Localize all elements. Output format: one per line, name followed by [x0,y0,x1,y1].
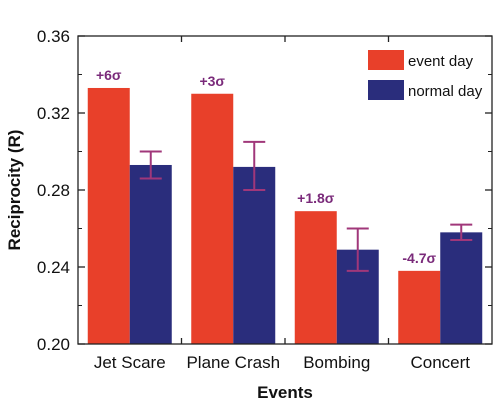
legend-label-event-day: event day [408,53,474,70]
bar-normal-day-plane-crash [233,166,276,344]
legend-label-normal-day: normal day [408,83,483,100]
annotation-bombing: +1.8σ [297,190,335,206]
legend-swatch-event-day [368,50,404,70]
x-tick-label-concert: Concert [410,353,470,372]
error-bars-layer [139,140,473,272]
bar-event-day-bombing [294,211,337,344]
y-tick-label-0-36: 0.36 [37,27,70,46]
x-tick-label-plane-crash: Plane Crash [186,353,280,372]
legend-swatch-normal-day [368,80,404,100]
x-tick-label-jet-scare: Jet Scare [94,353,166,372]
axis-ticks-layer: Jet Scare Plane Crash Bombing Concert 0.20 0.… [37,27,492,372]
annotation-concert: -4.7σ [402,250,436,266]
bar-event-day-jet-scare [87,87,130,344]
y-tick-label-0-20: 0.20 [37,335,70,354]
bar-event-day-concert [398,270,441,344]
annotation-plane-crash: +3σ [199,73,225,89]
y-tick-label-0-32: 0.32 [37,104,70,123]
y-axis-title: Reciprocity (R) [5,130,24,251]
bar-event-day-plane-crash [191,93,234,344]
annotation-jet-scare: +6σ [96,67,122,83]
bar-normal-day-jet-scare [129,164,172,344]
bar-normal-day-concert [440,232,483,344]
x-tick-label-bombing: Bombing [303,353,370,372]
x-axis-title: Events [257,383,313,402]
legend: event day normal day [368,50,483,100]
bars-layer [87,87,483,344]
y-tick-label-0-28: 0.28 [37,181,70,200]
y-tick-label-0-24: 0.24 [37,258,70,277]
annotations-layer: +6σ +3σ +1.8σ -4.7σ [96,67,437,266]
